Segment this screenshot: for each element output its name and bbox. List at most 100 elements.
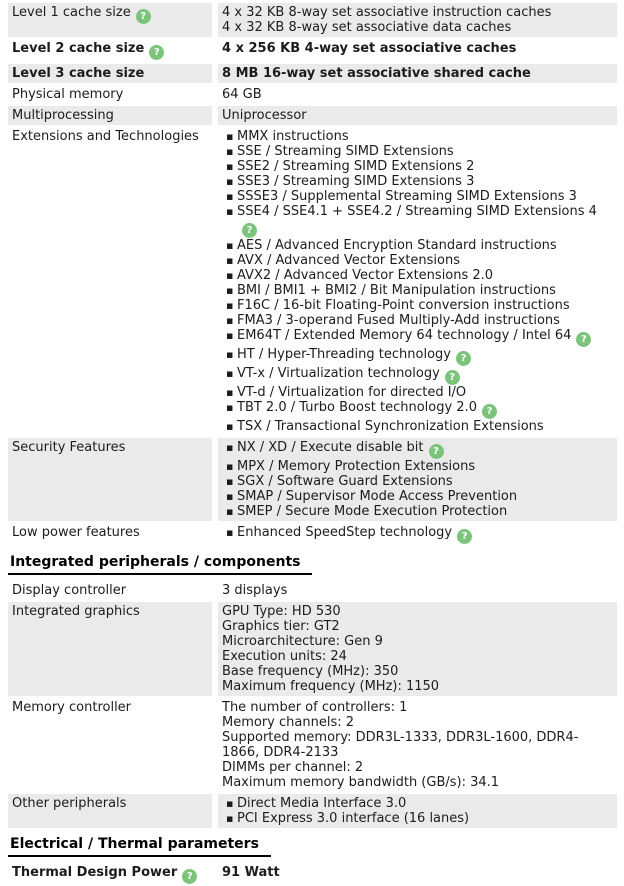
spec-row-extensions-and-technologies: Extensions and Technologies ▪ MMX instruct… — [8, 127, 617, 436]
spec-value-security-features: ▪ NX / XD / Execute disable bit? ▪ MPX / Me… — [218, 438, 617, 521]
bullet-item: ▪ SSE2 / Streaming SIMD Extensions 2 — [222, 159, 613, 174]
bullet-item-text: PCI Express 3.0 interface (16 lanes) — [237, 811, 470, 826]
bullet-item-text: MPX / Memory Protection Extensions — [237, 459, 476, 474]
bullet-item: ▪ SMEP / Secure Mode Execution Protection — [222, 504, 613, 519]
bullet-item-text: SMEP / Secure Mode Execution Protection — [237, 504, 508, 519]
spec-value-physical-memory: 64 GB — [218, 85, 617, 104]
help-icon[interactable]: ? — [457, 529, 473, 544]
bullet-item: ▪ FMA3 / 3-operand Fused Multiply-Add ins… — [222, 313, 613, 328]
spec-label-display-controller: Display controller — [8, 581, 212, 600]
value-line: 4 x 256 KB 4-way set associative caches — [222, 41, 517, 56]
section-header-electrical-thermal: Electrical / Thermal parameters — [8, 836, 271, 857]
help-icon[interactable]: ? — [576, 332, 592, 347]
spec-label-extensions-and-technologies: Extensions and Technologies — [8, 127, 212, 436]
bullet-item: ▪ NX / XD / Execute disable bit? — [222, 440, 613, 459]
bullet-icon: ▪ — [226, 401, 234, 414]
bullet-item-text: AVX2 / Advanced Vector Extensions 2.0 — [237, 268, 494, 283]
spec-label-low-power-features: Low power features — [8, 523, 212, 546]
value-line: 91 Watt — [222, 865, 280, 880]
spec-label-level-2-cache-size: Level 2 cache size? — [8, 39, 212, 62]
bullet-item: ▪ EM64T / Extended Memory 64 technology /… — [222, 328, 613, 347]
bullet-icon: ▪ — [226, 175, 234, 188]
spec-value-display-controller: 3 displays — [218, 581, 617, 600]
bullet-item-text: AES / Advanced Encryption Standard instr… — [237, 238, 557, 253]
spec-label-text: Extensions and Technologies — [12, 129, 199, 144]
spec-value-other-peripherals: ▪ Direct Media Interface 3.0 ▪ PCI Express … — [218, 794, 617, 828]
bullet-item: ▪ SMAP / Supervisor Mode Access Preventio… — [222, 489, 613, 504]
value-line: Maximum frequency (MHz): 1150 — [222, 679, 440, 694]
bullet-icon: ▪ — [226, 420, 234, 433]
spec-label-other-peripherals: Other peripherals — [8, 794, 212, 828]
bullet-item-text: SSE2 / Streaming SIMD Extensions 2 — [237, 159, 475, 174]
bullet-item: ▪ VT-x / Virtualization technology? — [222, 366, 613, 385]
bullet-icon: ▪ — [226, 239, 234, 252]
bullet-icon: ▪ — [226, 254, 234, 267]
spec-value-level-1-cache-size: 4 x 32 KB 8-way set associative instruct… — [218, 3, 617, 37]
help-icon[interactable]: ? — [481, 404, 497, 419]
help-icon[interactable]: ? — [428, 444, 444, 459]
bullet-item: ▪ MPX / Memory Protection Extensions — [222, 459, 613, 474]
bullet-icon: ▪ — [226, 490, 234, 503]
spec-value-multiprocessing: Uniprocessor — [218, 106, 617, 125]
bullet-icon: ▪ — [226, 160, 234, 173]
bullet-item-text: TSX / Transactional Synchronization Exte… — [237, 419, 544, 434]
bullet-item-text: VT-x / Virtualization technology? — [237, 366, 613, 385]
bullet-icon: ▪ — [226, 386, 234, 399]
bullet-item-text: HT / Hyper-Threading technology? — [237, 347, 613, 366]
spec-label-text: Display controller — [12, 583, 127, 598]
bullet-icon: ▪ — [226, 314, 234, 327]
bullet-item: ▪ SSE4 / SSE4.1 + SSE4.2 / Streaming SIMD… — [222, 204, 613, 238]
help-icon[interactable]: ? — [135, 9, 151, 24]
bullet-icon: ▪ — [226, 367, 234, 380]
bullet-item-text: NX / XD / Execute disable bit? — [237, 440, 613, 459]
bullet-icon: ▪ — [226, 348, 234, 361]
bullet-item: ▪ VT-d / Virtualization for directed I/O — [222, 385, 613, 400]
help-icon[interactable]: ? — [242, 223, 257, 238]
bullet-item: ▪ Enhanced SpeedStep technology? — [222, 525, 613, 544]
spec-label-text: Level 2 cache size — [12, 41, 145, 56]
bullet-icon: ▪ — [226, 190, 234, 203]
spec-label-integrated-graphics: Integrated graphics — [8, 602, 212, 696]
value-line: Execution units: 24 — [222, 649, 347, 664]
help-icon[interactable]: ? — [444, 370, 460, 385]
spec-row-security-features: Security Features ▪ NX / XD / Execute disa… — [8, 438, 617, 521]
spec-row-integrated-graphics: Integrated graphics GPU Type: HD 530 Graph… — [8, 602, 617, 696]
spec-label-text: Memory controller — [12, 700, 132, 715]
help-icon[interactable]: ? — [182, 869, 198, 884]
spec-label-text: Level 3 cache size — [12, 66, 145, 81]
bullet-item-text: BMI / BMI1 + BMI2 / Bit Manipulation ins… — [237, 283, 556, 298]
spec-value-level-3-cache-size: 8 MB 16-way set associative shared cache — [218, 64, 617, 83]
bullet-item-text: EM64T / Extended Memory 64 technology / … — [237, 328, 613, 347]
spec-label-level-3-cache-size: Level 3 cache size — [8, 64, 212, 83]
bullet-icon: ▪ — [226, 284, 234, 297]
value-line: GPU Type: HD 530 — [222, 604, 341, 619]
bullet-icon: ▪ — [226, 145, 234, 158]
value-line: Microarchitecture: Gen 9 — [222, 634, 383, 649]
value-line: The number of controllers: 1 — [222, 700, 408, 715]
value-line: 3 displays — [222, 583, 288, 598]
bullet-icon: ▪ — [226, 505, 234, 518]
section-header-wrap-integrated-peripherals: Integrated peripherals / components — [8, 554, 617, 575]
bullet-icon: ▪ — [226, 205, 234, 218]
spec-value-memory-controller: The number of controllers: 1 Memory chann… — [218, 698, 617, 792]
spec-label-text: Multiprocessing — [12, 108, 114, 123]
bullet-item-text: Direct Media Interface 3.0 — [237, 796, 407, 811]
bullet-item-text: SSE / Streaming SIMD Extensions — [237, 144, 454, 159]
bullet-icon: ▪ — [226, 475, 234, 488]
bullet-item: ▪ BMI / BMI1 + BMI2 / Bit Manipulation in… — [222, 283, 613, 298]
help-icon[interactable]: ? — [455, 351, 471, 366]
spec-label-text: Other peripherals — [12, 796, 127, 811]
spec-section-electrical-thermal: Thermal Design Power? 91 Watt — [8, 863, 617, 886]
spec-row-memory-controller: Memory controller The number of controlle… — [8, 698, 617, 792]
spec-label-text: Integrated graphics — [12, 604, 140, 619]
bullet-item-text: TBT 2.0 / Turbo Boost technology 2.0? — [237, 400, 613, 419]
bullet-icon: ▪ — [226, 526, 234, 539]
spec-label-text: Low power features — [12, 525, 140, 540]
spec-label-text: Level 1 cache size — [12, 5, 131, 20]
bullet-icon: ▪ — [226, 269, 234, 282]
help-icon[interactable]: ? — [149, 45, 165, 60]
spec-label-text: Thermal Design Power — [12, 865, 178, 880]
value-line: Base frequency (MHz): 350 — [222, 664, 399, 679]
bullet-item-text: SSSE3 / Supplemental Streaming SIMD Exte… — [237, 189, 577, 204]
